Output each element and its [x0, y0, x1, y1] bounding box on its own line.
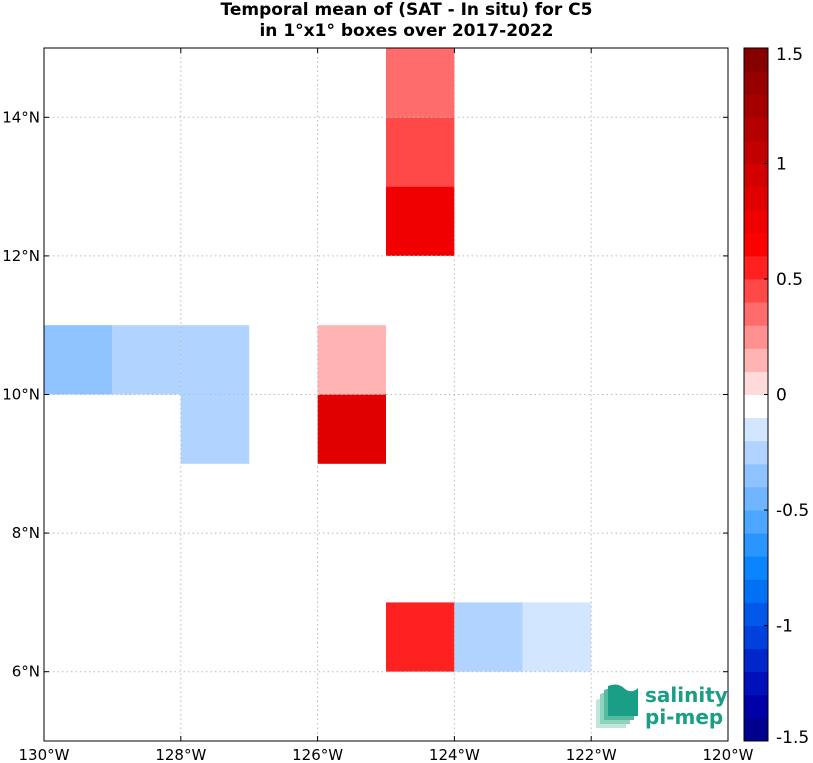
colorbar-segment: [744, 602, 768, 626]
colorbar-segment: [744, 371, 768, 395]
colorbar-segment: [744, 694, 768, 719]
colorbar-segment: [744, 140, 768, 164]
grid-layer: [44, 48, 728, 741]
heatmap-cell: [317, 394, 386, 464]
heatmap-cell: [386, 186, 455, 256]
colorbar-segment: [744, 48, 768, 72]
colorbar-segment: [744, 417, 768, 442]
y-tick-label: 10°N: [2, 386, 40, 404]
heatmap-cell: [522, 602, 592, 672]
colorbar-segment: [744, 163, 768, 188]
y-tick-label: 8°N: [12, 524, 40, 542]
colorbar-segment: [744, 648, 768, 673]
colorbar-segment: [744, 71, 768, 95]
x-tick-label: 126°W: [292, 746, 343, 763]
heatmap-cell: [386, 48, 455, 118]
colorbar-segment: [744, 302, 768, 326]
heatmap-cell: [180, 394, 250, 464]
colorbar-segment: [744, 556, 768, 580]
colorbar-segment: [744, 510, 768, 534]
colorbar-segment: [744, 209, 768, 234]
colorbar-segment: [744, 348, 768, 372]
heatmap-cell: [180, 325, 250, 395]
logo-line2: pi-mep: [645, 705, 723, 729]
chart-title: Temporal mean of (SAT - In situ) for C5: [220, 0, 593, 20]
y-tick-label: 14°N: [2, 108, 40, 126]
logo-line1: salinity: [645, 683, 728, 707]
colorbar-segment: [744, 486, 768, 511]
colorbar-tick-label: -1: [776, 617, 793, 637]
colorbar-segment: [744, 579, 768, 603]
cells-layer: [44, 48, 592, 672]
heatmap-cell: [44, 325, 113, 395]
salinity-pimep-logo: salinity pi-mep: [596, 683, 728, 729]
colorbar-segment: [744, 94, 768, 118]
colorbar-tick-label: 0: [776, 386, 787, 406]
heatmap-cell: [386, 602, 455, 672]
wave-logo-icon: [596, 684, 638, 728]
colorbar-segment: [744, 232, 768, 257]
heatmap-cell: [317, 325, 386, 395]
colorbar-tick-label: -1.5: [776, 728, 809, 748]
heatmap-cell: [454, 602, 523, 672]
colorbar-tick-label: 1: [776, 155, 787, 175]
colorbar-segment: [744, 440, 768, 465]
colorbar-segment: [744, 186, 768, 211]
x-tick-label: 130°W: [19, 746, 70, 763]
colorbar: 1.5 1 0.5 0 -0.5 -1 -1.5: [743, 45, 809, 748]
colorbar-segment: [744, 717, 768, 742]
x-tick-label: 124°W: [429, 746, 480, 763]
chart-subtitle: in 1°x1° boxes over 2017-2022: [259, 21, 554, 41]
x-tick-label: 122°W: [566, 746, 617, 763]
y-tick-label: 6°N: [12, 663, 40, 681]
colorbar-segment: [744, 255, 768, 280]
heatmap-cell: [386, 117, 455, 187]
axis-ticks: 130°W 128°W 126°W 124°W 122°W 120°W 6°N 8°N 10°N…: [2, 48, 754, 763]
colorbar-segment: [744, 325, 768, 349]
heatmap-cell: [112, 325, 181, 395]
colorbar-segment: [744, 463, 768, 488]
colorbar-segment: [744, 117, 768, 141]
colorbar-tick-label: 1.5: [776, 45, 803, 65]
colorbar-segment: [744, 394, 768, 419]
colorbar-segment: [744, 671, 768, 696]
colorbar-segment: [744, 533, 768, 557]
y-tick-label: 12°N: [2, 247, 40, 265]
colorbar-segment: [744, 279, 768, 303]
colorbar-tick-label: -0.5: [776, 501, 809, 521]
colorbar-tick-label: 0.5: [776, 270, 803, 290]
colorbar-segment: [744, 625, 768, 650]
x-tick-label: 120°W: [703, 746, 754, 763]
x-tick-label: 128°W: [155, 746, 206, 763]
